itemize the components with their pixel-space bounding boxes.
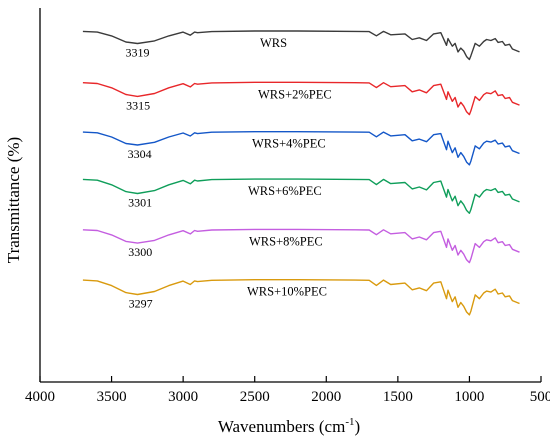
x-tick-label-3500: 3500 [97, 389, 127, 405]
series-line-6 [82, 279, 520, 316]
peak-label-2: 3315 [126, 98, 150, 112]
x-tick-label-500: 500 [530, 389, 550, 405]
peak-label-4: 3301 [128, 196, 152, 210]
peak-label-6: 3297 [129, 297, 153, 311]
x-axis-title-superscript: -1 [345, 416, 354, 428]
x-tick-label-1000: 1000 [454, 389, 484, 405]
series-name-label-4: WRS+6%PEC [248, 184, 322, 198]
x-axis-title-main: Wavenumbers (cm [218, 417, 346, 436]
series-name-label-2: WRS+2%PEC [258, 87, 332, 101]
x-tick-label-2500: 2500 [240, 389, 270, 405]
series-label-layer: WRS WRS+2%PEC WRS+4%PEC WRS+6%PEC WRS+8%PEC W… [247, 36, 332, 299]
series-line-5 [82, 228, 520, 264]
x-tick-label-2000: 2000 [311, 389, 341, 405]
x-axis-title: Wavenumbers (cm-1) [218, 416, 360, 436]
peak-label-layer: 3319 3315 3304 3301 3300 3297 [126, 46, 153, 311]
series-name-label-6: WRS+10%PEC [247, 285, 327, 299]
tick-layer: 4000 3500 3000 2500 2000 1500 1000 500 [25, 376, 550, 405]
peak-label-1: 3319 [126, 46, 150, 60]
series-name-label-3: WRS+4%PEC [252, 137, 326, 151]
series-line-3 [82, 131, 520, 166]
x-tick-label-1500: 1500 [383, 389, 413, 405]
x-tick-label-3000: 3000 [168, 389, 198, 405]
peak-label-5: 3300 [128, 245, 152, 259]
x-tick-label-4000: 4000 [25, 389, 55, 405]
series-name-label-1: WRS [260, 36, 287, 50]
series-layer [82, 30, 520, 316]
series-name-label-5: WRS+8%PEC [249, 234, 323, 248]
peak-label-3: 3304 [128, 147, 152, 161]
series-line-2 [82, 81, 520, 116]
series-line-1 [82, 30, 520, 61]
axes-layer [39, 8, 541, 383]
y-axis-title: Transmittance (%) [4, 137, 23, 263]
x-axis-title-end: ) [355, 417, 361, 436]
series-line-4 [82, 178, 520, 214]
